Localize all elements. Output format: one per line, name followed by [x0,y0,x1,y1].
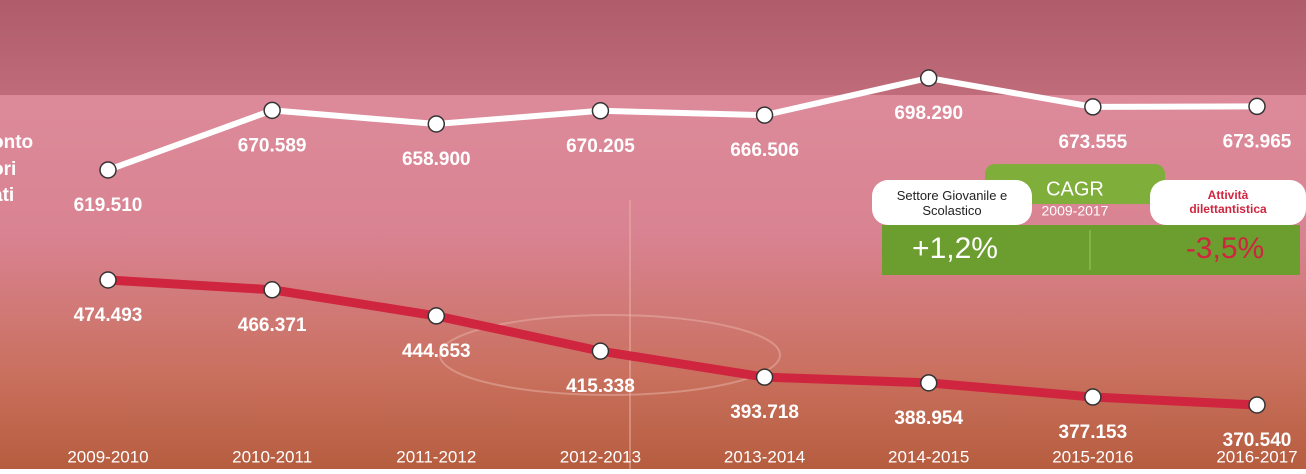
cagr-period: 2009-2017 [1042,203,1109,219]
point [1085,99,1101,115]
point [757,369,773,385]
value-label: 698.290 [894,103,963,124]
x-tick-label: 2010-2011 [232,447,312,466]
photo-band [0,0,1306,95]
value-label: 670.205 [566,136,635,157]
point [1249,397,1265,413]
chart: onto ori ati CAGR 2009-2017 Settore Giov… [0,0,1306,469]
value-label: 393.718 [730,402,799,423]
point [592,103,608,119]
point [264,102,280,118]
x-tick-label: 2011-2012 [396,447,476,466]
series-name: Attività dilettantistica [1158,183,1298,216]
value-label: 474.493 [74,305,143,326]
title-fragment: onto [0,132,33,153]
value-label: 619.510 [74,195,143,216]
value-label: 466.371 [238,315,307,336]
value-label: 658.900 [402,149,471,170]
cagr-label: CAGR [1046,178,1104,200]
value-label: 670.589 [238,135,307,156]
value-label: 388.954 [894,408,963,429]
series-name-wrap: Settore Giovanile e Scolastico [872,183,1032,223]
point [428,308,444,324]
point [1085,389,1101,405]
title-fragment: ori [0,159,16,180]
title-fragment: ati [0,185,14,206]
value-label: 666.506 [730,140,799,161]
page: onto ori ati CAGR 2009-2017 Settore Giov… [0,0,1306,474]
value-label: 673.555 [1059,132,1128,153]
value-label: 415.338 [566,376,635,397]
cagr-value: +1,2% [912,232,998,265]
point [921,70,937,86]
value-label: 444.653 [402,341,471,362]
x-tick-label: 2009-2010 [67,447,148,466]
point [428,116,444,132]
point [921,375,937,391]
point [1249,98,1265,114]
value-label: 370.540 [1223,430,1292,451]
value-label: 377.153 [1059,422,1128,443]
point [100,272,116,288]
series-name-wrap: Attività dilettantistica [1158,183,1298,223]
series-name: Settore Giovanile e Scolastico [872,183,1032,218]
x-tick-label: 2014-2015 [888,447,969,466]
point [100,162,116,178]
value-label: 673.965 [1223,131,1292,152]
cagr-value: -3,5% [1186,232,1264,265]
point [757,107,773,123]
point [264,282,280,298]
point [592,343,608,359]
x-tick-label: 2015-2016 [1052,447,1133,466]
x-tick-label: 2012-2013 [560,447,641,466]
x-tick-label: 2013-2014 [724,447,805,466]
